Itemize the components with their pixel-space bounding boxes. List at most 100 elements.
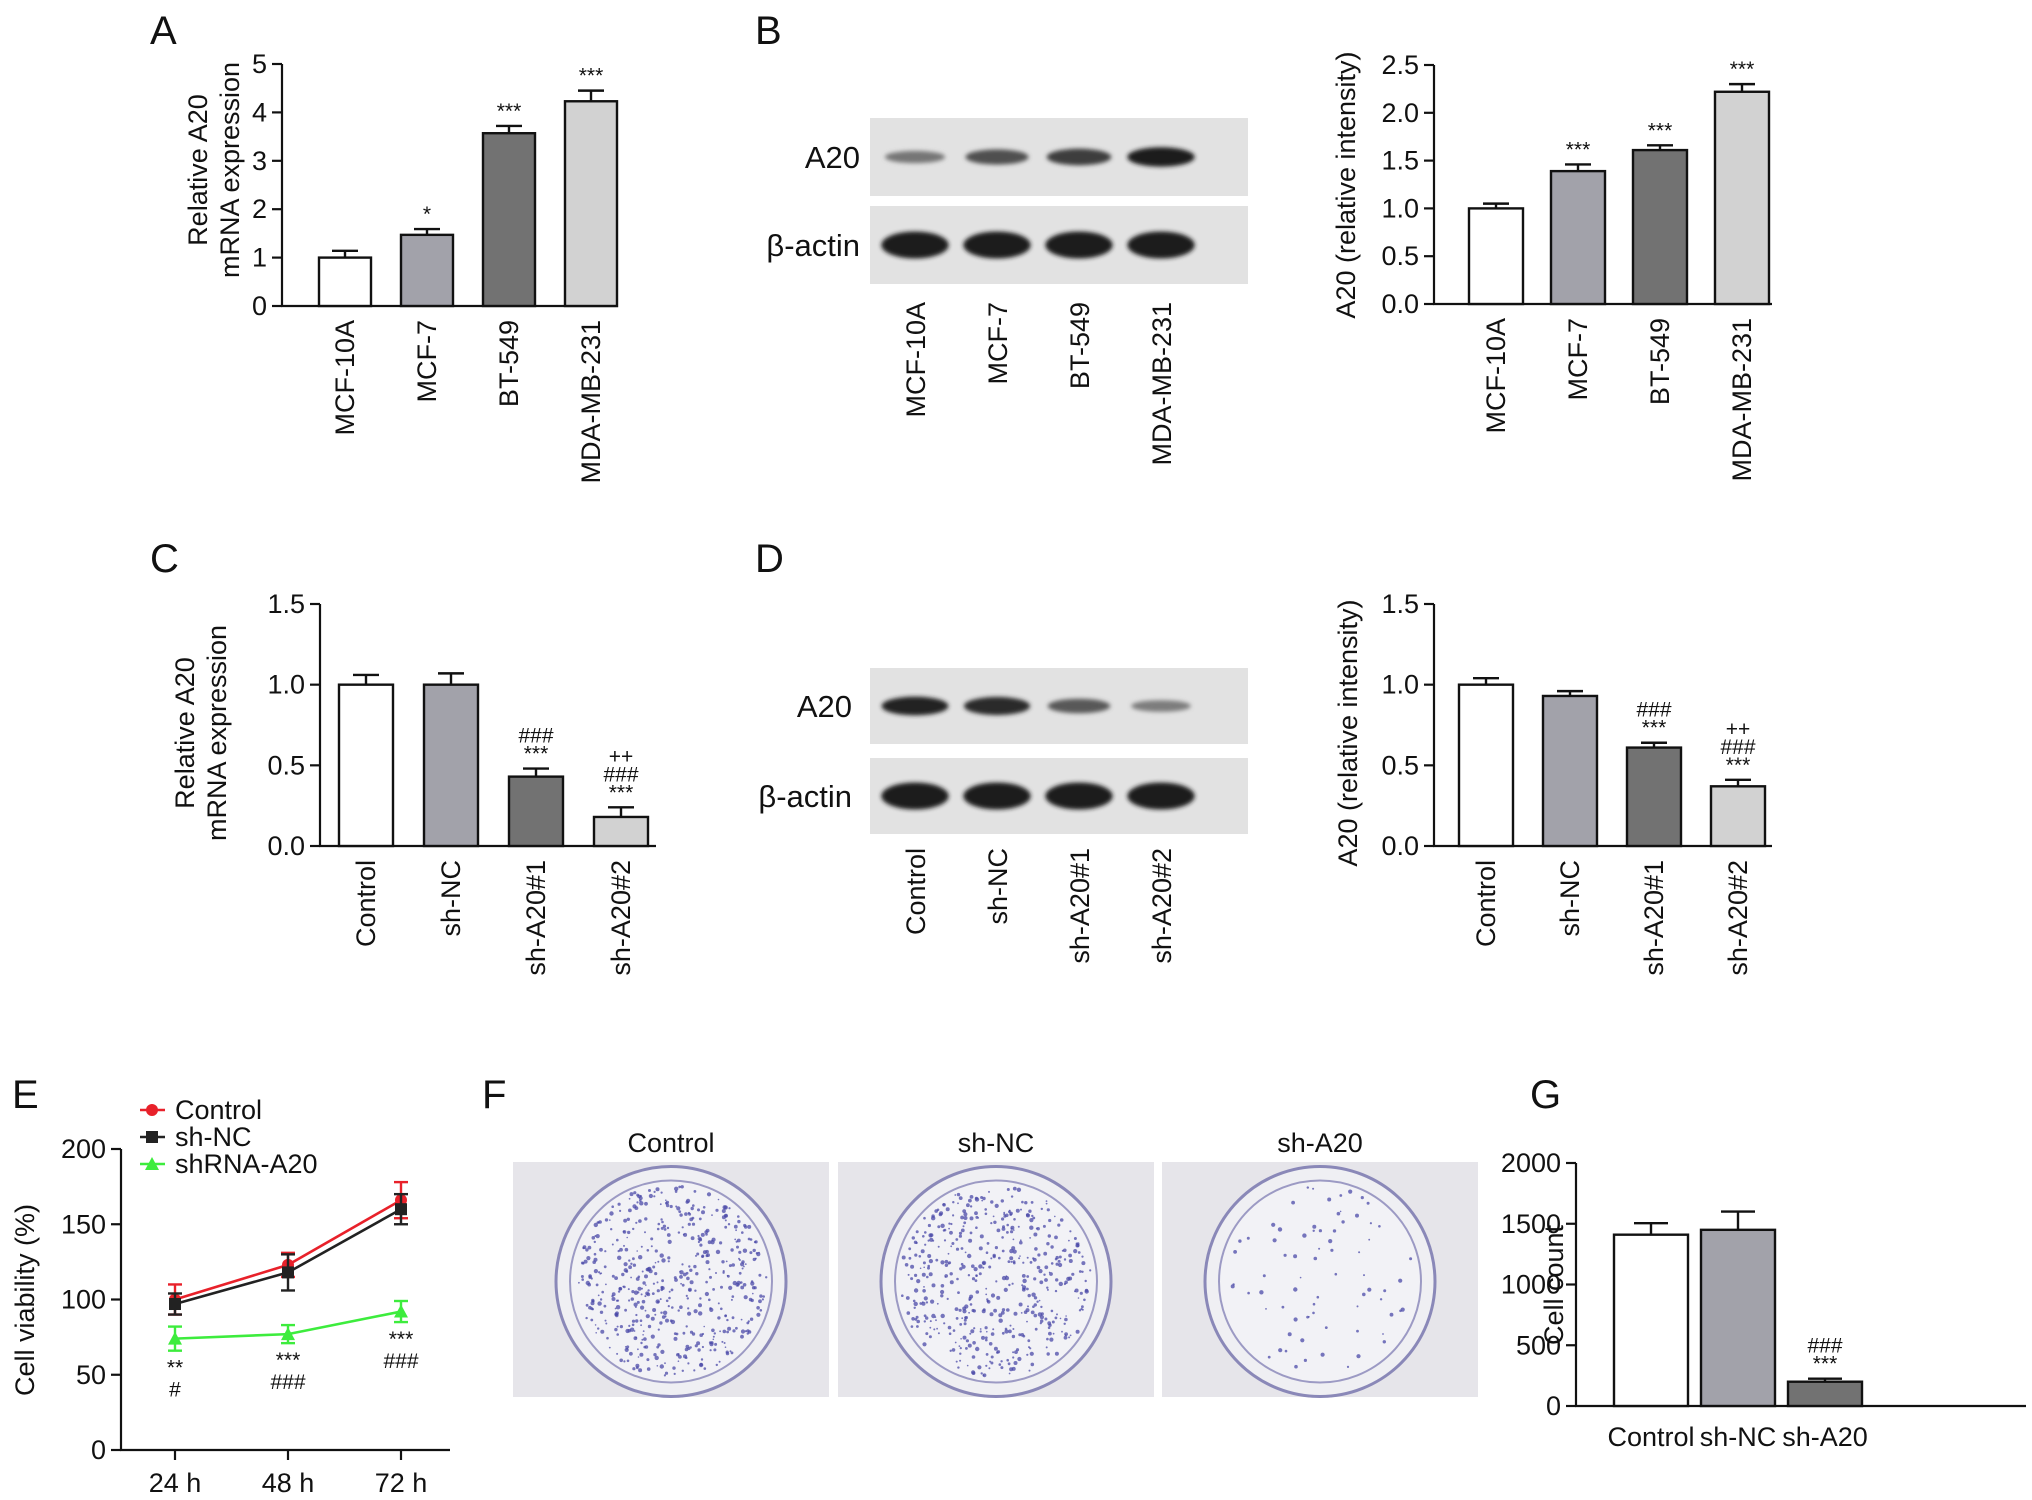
f-colony-dot [742,1283,747,1287]
f-colony-dot [682,1233,685,1236]
f-colony-dot [954,1341,957,1344]
f-colony-dot [1046,1208,1050,1212]
panel-letter-c: C [150,537,179,581]
f-colony-dot [640,1324,642,1327]
f-colony-dot [993,1308,997,1313]
a-y-axis-label: Relative A20 [183,94,213,246]
f-colony-dot [641,1338,644,1341]
f-colony-dot [1294,1364,1298,1369]
f-colony-dot [1048,1218,1052,1223]
f-colony-dot [1363,1274,1365,1277]
f-colony-dot [750,1281,755,1286]
f-colony-dot [921,1272,926,1277]
f-colony-dot [911,1317,915,1321]
f-colony-dot [595,1283,599,1287]
f-colony-dot [1013,1311,1018,1316]
f-colony-dot [705,1228,710,1233]
f-colony-dot [966,1364,969,1367]
f-colony-dot [1320,1352,1325,1357]
f-colony-dot [923,1296,928,1301]
f-colony-dot [653,1195,656,1198]
f-colony-dot [718,1360,721,1363]
f-colony-dot [685,1200,689,1204]
b-blot-lane-label: MCF-10A [901,302,931,418]
f-colony-dot [1312,1311,1315,1315]
f-colony-dot [727,1326,732,1331]
f-colony-dot [1012,1186,1017,1191]
f-colony-dot [677,1309,680,1312]
f-colony-dot [984,1208,987,1211]
b-blot-band [1127,231,1195,259]
f-colony-dot [969,1294,974,1299]
f-colony-dot [664,1362,666,1365]
f-colony-dot [1383,1289,1387,1293]
bar-chart-b: 0.0 0.5 1.0 1.5 2.0 2.5 A20 (relative intensit… [1331,50,1772,482]
f-colony-dot [981,1260,987,1266]
f-colony-dot [705,1233,708,1236]
f-colony-dot [630,1262,633,1266]
f-colony-dot [679,1275,683,1279]
f-colony-dot [635,1313,638,1317]
f-colony-dot [964,1304,969,1309]
f-colony-dot [754,1240,758,1244]
f-colony-dot [974,1279,978,1282]
f-colony-dot [952,1329,956,1332]
c-x-tick-label: sh-A20#1 [521,860,551,976]
f-colony-dot [704,1291,710,1297]
f-colony-dot [1084,1288,1089,1293]
f-colony-dot [927,1239,930,1242]
f-colony-dot [992,1215,995,1218]
panel-letter-f: F [482,1073,506,1117]
f-colony-dot [616,1333,619,1336]
f-colony-dot [980,1372,983,1375]
f-colony-dot [654,1272,658,1276]
f-colony-dot [922,1261,926,1265]
a-x-tick-label: MDA-MB-231 [576,320,606,484]
f-colony-dot [726,1330,729,1334]
f-colony-dot [628,1208,632,1213]
f-colony-dot [1019,1239,1022,1242]
f-colony-dot [717,1316,721,1320]
a-x-tick-label: MCF-7 [412,320,442,403]
f-colony-dot [1356,1305,1359,1308]
f-colony-dot [1313,1256,1318,1261]
f-colony-dot [709,1342,714,1347]
f-colony-dot [1001,1227,1006,1231]
f-colony-dot [688,1212,692,1216]
f-colony-dot [724,1314,727,1318]
f-colony-dot [913,1288,919,1293]
f-colony-dot [1000,1199,1004,1203]
f-colony-dot [1324,1326,1328,1329]
f-colony-dot [963,1212,968,1217]
f-colony-dot [633,1191,637,1195]
f-colony-dot [1025,1308,1030,1313]
b-y-tick-label: 2.5 [1381,50,1419,80]
b-y-tick-label: 2.0 [1381,98,1419,128]
f-colony-dot [674,1190,678,1193]
a-y-axis-label: mRNA expression [215,62,245,278]
f-colony-dot [942,1229,946,1232]
f-colony-dot [712,1335,715,1338]
f-colony-dot [731,1263,735,1267]
b-blot-band [963,231,1031,259]
f-colony-dot [669,1204,673,1209]
f-colony-dot [698,1217,702,1221]
c-bar [422,683,480,848]
e-y-tick-label: 0 [91,1435,106,1465]
f-colony-dot [1277,1227,1283,1232]
f-colony-dot [622,1285,625,1288]
f-colony-dot [1029,1261,1033,1264]
f-colony-dot [916,1279,921,1284]
c-significance-label: ### [603,763,638,786]
b-blot-band [1045,231,1113,259]
f-colony-dot [1293,1254,1298,1259]
f-colony-dot [996,1228,1001,1233]
f-colony-dot [582,1246,585,1250]
bar-chart-a: 0 1 2 3 4 5 Relative A20 mRNA expression MCF-10A… [183,49,619,484]
f-colony-dot [743,1295,748,1300]
f-colony-dot [977,1365,982,1370]
f-colony-dot [610,1228,613,1231]
f-colony-dot [1075,1329,1080,1334]
g-x-tick-label: sh-NC [1700,1422,1777,1452]
f-colony-dot [1030,1362,1035,1367]
